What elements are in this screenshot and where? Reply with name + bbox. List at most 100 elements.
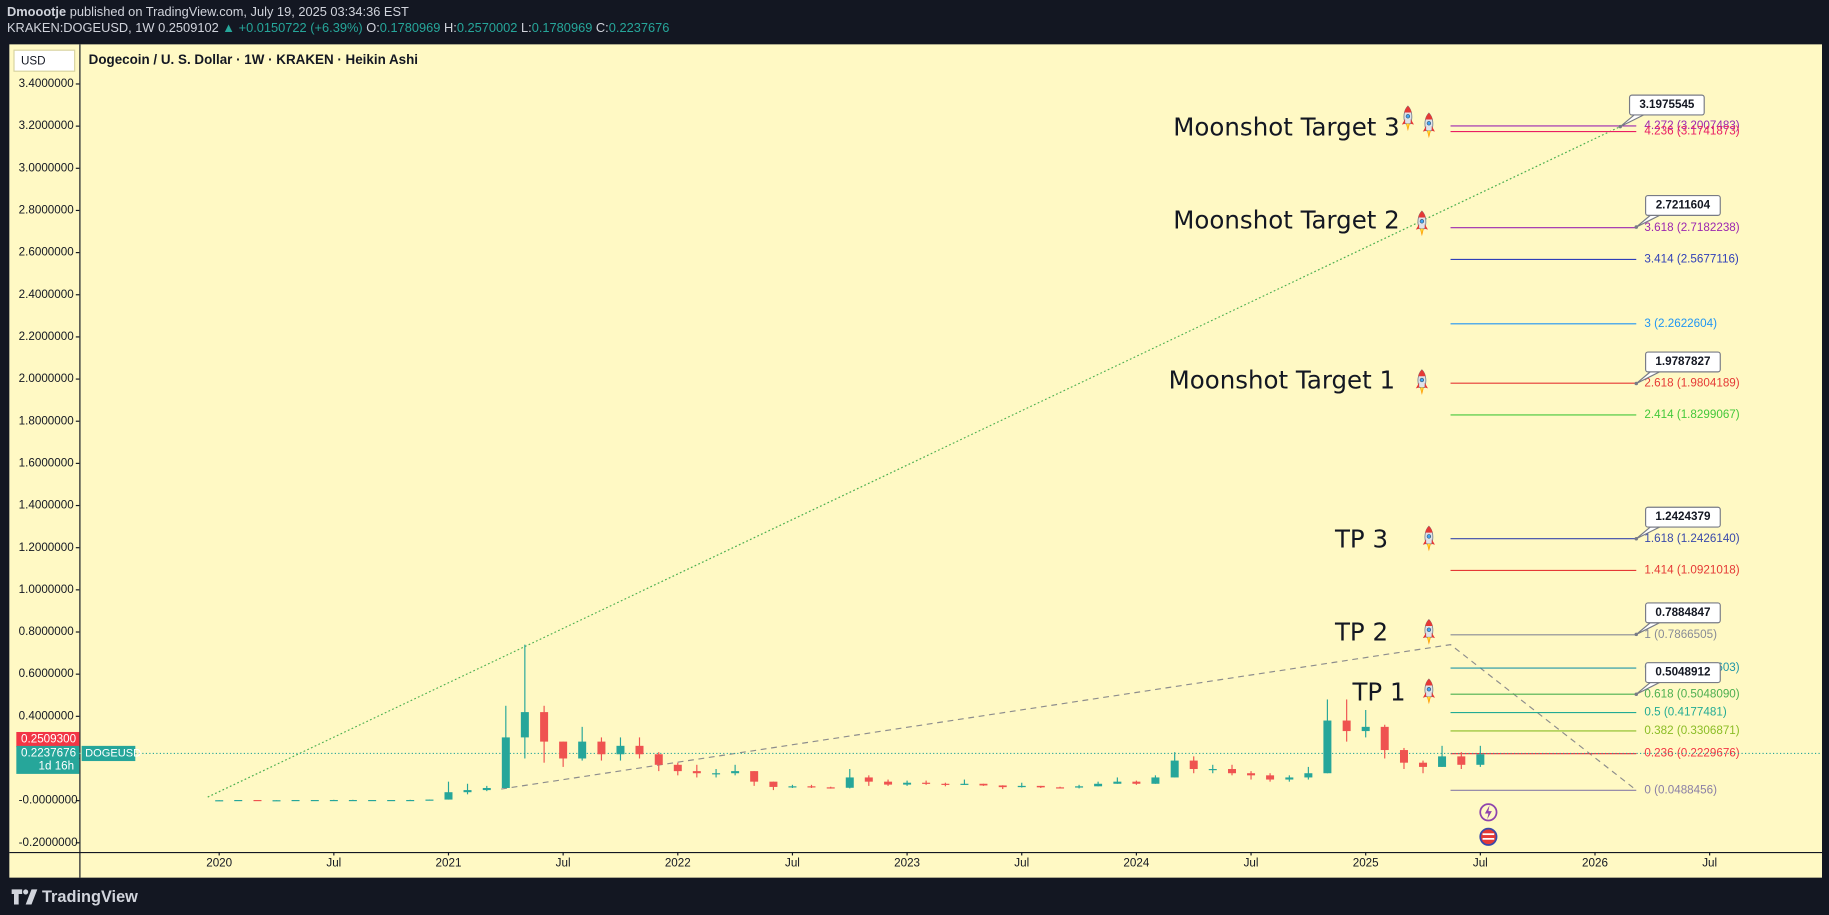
callout-box bbox=[1645, 602, 1721, 624]
candle-body bbox=[1151, 777, 1160, 784]
annotation: TP 3 bbox=[1334, 524, 1388, 553]
ohlc-value: 0.1780969 bbox=[532, 21, 593, 36]
y-tick-label: 3.2000000 bbox=[19, 119, 75, 132]
candle-body bbox=[1113, 781, 1122, 784]
candle-body bbox=[654, 754, 663, 765]
callout-label: 2.7211604 bbox=[1656, 199, 1711, 212]
candle-body bbox=[387, 799, 396, 802]
annotation: Moonshot Target 3 bbox=[1173, 112, 1399, 141]
candle-body bbox=[979, 783, 988, 786]
candle-body bbox=[1170, 760, 1179, 778]
candle-body bbox=[1361, 726, 1370, 732]
trend-line bbox=[207, 126, 1621, 798]
candle-body bbox=[501, 737, 510, 788]
price-badge bbox=[16, 731, 80, 748]
candle-body bbox=[750, 771, 759, 782]
change-arrow: ▲ bbox=[222, 21, 235, 36]
candle-body bbox=[406, 799, 415, 802]
candle-body bbox=[310, 799, 319, 802]
candle-body bbox=[1476, 754, 1485, 765]
candle-body bbox=[807, 786, 816, 788]
candle-body bbox=[941, 783, 950, 785]
candle-body bbox=[903, 782, 912, 785]
y-tick-label: 2.2000000 bbox=[19, 330, 75, 343]
currency-box[interactable] bbox=[13, 49, 76, 72]
candle-body bbox=[348, 799, 357, 802]
event-icon-bolt bbox=[1484, 805, 1492, 820]
annotation: Moonshot Target 2 bbox=[1173, 206, 1399, 235]
candle-body bbox=[1056, 787, 1065, 789]
symbol-tag bbox=[81, 745, 136, 762]
x-tick-label: Jul bbox=[1244, 857, 1259, 870]
ohlc-label: L: bbox=[521, 21, 532, 36]
candle-body bbox=[1438, 756, 1447, 767]
flag-stripe bbox=[1482, 837, 1495, 840]
candle-body bbox=[1457, 756, 1466, 765]
candle-body bbox=[864, 777, 873, 782]
candle-body bbox=[291, 799, 300, 802]
price-badge bbox=[16, 745, 80, 774]
published-info: published on TradingView.com, July 19, 2… bbox=[70, 4, 409, 19]
candle-body bbox=[520, 712, 529, 738]
ohlc-value: 0.2237676 bbox=[609, 21, 670, 36]
ohlc-label: H: bbox=[444, 21, 457, 36]
candle-body bbox=[1304, 773, 1313, 778]
y-tick-label: 2.6000000 bbox=[19, 246, 75, 259]
fib-label: 1 (0.7866505) bbox=[1644, 628, 1717, 641]
ohlc-label: C: bbox=[596, 21, 609, 36]
candle-body bbox=[826, 787, 835, 789]
x-tick-label: 2023 bbox=[894, 857, 920, 870]
y-tick-label: 0.8000000 bbox=[19, 625, 75, 638]
candle-body bbox=[329, 799, 338, 802]
ohlc-value: 0.1780969 bbox=[380, 21, 441, 36]
x-tick-label: 2021 bbox=[436, 857, 462, 870]
candle-body bbox=[1017, 785, 1026, 788]
callout-label: 0.5048912 bbox=[1655, 666, 1711, 679]
candle-body bbox=[960, 783, 969, 785]
x-tick-label: Jul bbox=[556, 857, 571, 870]
y-tick-label: 1.8000000 bbox=[19, 414, 75, 427]
callout-label: 1.9787827 bbox=[1655, 355, 1710, 368]
x-tick-label: 2022 bbox=[665, 857, 691, 870]
y-tick-label: 2.0000000 bbox=[19, 372, 75, 385]
economic-event-icon[interactable] bbox=[1479, 827, 1498, 846]
y-tick-label: 1.4000000 bbox=[19, 499, 75, 512]
y-tick-label: 1.6000000 bbox=[19, 456, 75, 469]
callout-box bbox=[1645, 662, 1721, 684]
candle-body bbox=[922, 782, 931, 784]
y-tick-label: 1.0000000 bbox=[19, 583, 75, 596]
trend-line bbox=[501, 644, 1637, 791]
y-tick-label: 0.6000000 bbox=[19, 667, 75, 680]
y-tick-label: 3.0000000 bbox=[19, 161, 75, 174]
candle-body bbox=[234, 799, 243, 802]
x-tick-label: Jul bbox=[326, 857, 341, 870]
candle-body bbox=[482, 787, 491, 791]
candle-body bbox=[998, 785, 1007, 788]
candle-body bbox=[578, 741, 587, 759]
candle-body bbox=[1323, 720, 1332, 774]
callout-label: 0.7884847 bbox=[1655, 606, 1710, 619]
candle-body bbox=[1247, 773, 1256, 776]
x-tick-label: 2020 bbox=[206, 857, 232, 870]
fib-label: 0 (0.0488456) bbox=[1644, 783, 1717, 796]
candle-body bbox=[272, 800, 281, 802]
change: +0.0150722 (+6.39%) bbox=[239, 21, 363, 36]
candle-body bbox=[1285, 777, 1294, 780]
callout-box bbox=[1645, 506, 1721, 528]
flag-stripe bbox=[1482, 833, 1495, 836]
candle-body bbox=[788, 786, 797, 788]
symbol: KRAKEN:DOGEUSD, 1W bbox=[7, 21, 155, 36]
y-tick-label: 1.2000000 bbox=[19, 541, 75, 554]
fib-label: 2.618 (1.9804189) bbox=[1644, 376, 1739, 389]
candle-body bbox=[635, 745, 644, 755]
fib-label: 0.5 (0.4177481) bbox=[1644, 706, 1726, 719]
annotation: TP 2 bbox=[1334, 618, 1388, 647]
candle-body bbox=[731, 771, 740, 774]
candle-body bbox=[692, 771, 701, 774]
fib-label: 3 (2.2622604) bbox=[1644, 317, 1717, 330]
candle-body bbox=[463, 790, 472, 793]
candle-body bbox=[253, 799, 262, 802]
candle-body bbox=[1399, 750, 1408, 763]
ohlc-value: 0.2570002 bbox=[457, 21, 518, 36]
callout-label: 1.2424379 bbox=[1655, 510, 1711, 523]
